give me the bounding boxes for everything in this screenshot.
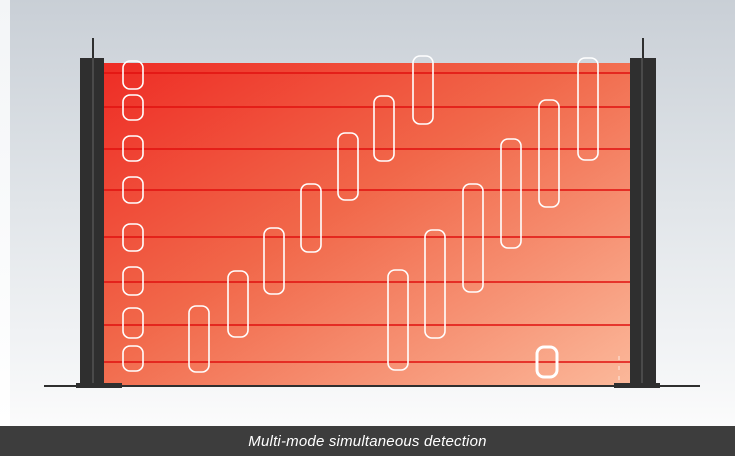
- detection-object: [122, 266, 144, 296]
- beam-group: [96, 72, 636, 363]
- detection-object: [122, 345, 144, 372]
- caption-bar: Multi-mode simultaneous detection: [0, 426, 735, 456]
- detection-object: [538, 99, 560, 208]
- detection-field: [104, 63, 630, 385]
- right-post: [614, 38, 660, 388]
- detection-object: [500, 138, 522, 249]
- left-post: [76, 38, 122, 388]
- detection-object: [337, 132, 359, 201]
- detection-object: [122, 307, 144, 339]
- left-gutter: [0, 0, 10, 426]
- detection-object: [462, 183, 484, 293]
- detection-object: [424, 229, 446, 339]
- detection-object: [122, 176, 144, 204]
- detection-object: [387, 269, 409, 371]
- detection-object: [577, 57, 599, 161]
- caption-text: Multi-mode simultaneous detection: [248, 432, 487, 450]
- detection-objects: [122, 55, 599, 379]
- detection-object: [373, 95, 395, 162]
- detection-object: [122, 60, 144, 90]
- detection-diagram: [44, 38, 700, 388]
- detection-object: [535, 345, 559, 379]
- detection-object: [122, 135, 144, 162]
- detection-object: [122, 223, 144, 252]
- detection-object: [188, 305, 210, 373]
- detection-object: [122, 94, 144, 121]
- detection-object: [227, 270, 249, 338]
- detection-object: [263, 227, 285, 295]
- detection-object: [300, 183, 322, 253]
- detection-object: [412, 55, 434, 125]
